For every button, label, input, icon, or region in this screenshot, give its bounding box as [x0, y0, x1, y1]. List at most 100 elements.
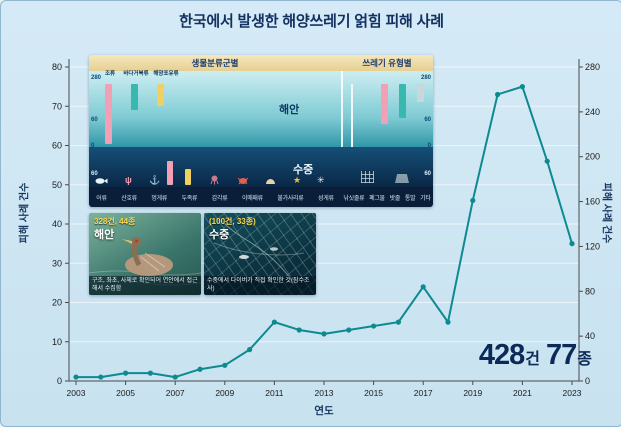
y-axis-tick-label: 80: [52, 62, 62, 72]
bar-trap: [417, 84, 424, 102]
category-band: 어류 산호류 멍게류 두족류 갑각류 이매패류 불가사리류 성게류 낚싯줄류 폐그물 밧줄 통발 기타: [89, 187, 433, 207]
data-point: [172, 374, 178, 380]
y-axis-right-tick-label: 40: [585, 331, 595, 341]
bio-category-label: 두족류: [181, 195, 198, 202]
y-axis-tick-label: 30: [52, 258, 62, 268]
inset-tick: 280: [420, 75, 431, 81]
debris-category-label: 기타: [420, 195, 431, 202]
crab-icon: [237, 177, 249, 185]
data-point: [519, 84, 526, 90]
data-point: [147, 370, 153, 376]
underwater-bar-1: [167, 161, 173, 185]
data-point: [346, 327, 352, 333]
x-axis-tick-label: 2017: [414, 388, 433, 398]
fish-trap-icon: [395, 174, 409, 183]
total-species-value: 77: [546, 339, 577, 371]
x-axis-tick-label: 2013: [315, 388, 334, 398]
x-axis-tick-label: 2007: [166, 388, 185, 398]
y-axis-right-tick-label: 120: [585, 241, 600, 251]
y-axis-tick-label: 20: [52, 298, 62, 308]
bio-category-label: 멍게류: [151, 195, 168, 202]
bar-sea-turtles: [131, 84, 138, 110]
bio-category-label: 어류: [96, 195, 107, 202]
data-point: [247, 347, 253, 353]
x-axis-tick-label: 2005: [116, 388, 135, 398]
top-category-sea-turtles: 바다거북류: [123, 71, 149, 77]
data-point: [420, 284, 426, 290]
y-axis-tick-label: 0: [57, 376, 62, 386]
y-axis-right-tick-label: 160: [585, 197, 600, 207]
inset-tick: 0: [427, 143, 431, 149]
coast-photo-label: 해안: [94, 229, 115, 241]
inset-tick: 0: [91, 143, 95, 149]
bio-category-label: 성게류: [318, 195, 334, 202]
inset-tick: 60: [424, 171, 431, 177]
inset-title-debris-types: 쓰레기 유형별: [362, 58, 412, 68]
octopus-icon: [210, 175, 219, 185]
y-axis-right-tick-label: 240: [585, 107, 600, 117]
coast-label: 해안: [279, 104, 300, 116]
ghost-net-icon: [361, 171, 374, 183]
total-cases-unit: 건: [525, 351, 540, 368]
fishing-line: [351, 84, 353, 168]
debris-category-label: 통발: [404, 195, 416, 202]
data-point: [271, 319, 277, 325]
y-axis-tick-label: 10: [52, 337, 62, 347]
underwater-count: (100건, 33종): [209, 217, 256, 226]
data-point: [73, 374, 79, 380]
debris-category-label: 밧줄: [389, 195, 401, 202]
data-point: [470, 197, 476, 204]
bio-category-label: 산호류: [121, 195, 137, 202]
x-axis-tick-label: 2019: [463, 388, 482, 398]
anchor-icon: ⚓: [149, 175, 161, 185]
y-axis-tick-label: 50: [52, 180, 62, 190]
debris-category-label: 낚싯줄류: [343, 195, 365, 202]
data-point: [569, 241, 575, 247]
x-axis-tick-label: 2015: [364, 388, 383, 398]
coast-count: 328건, 44종: [94, 217, 136, 226]
data-point: [197, 366, 203, 372]
starfish-icon: ★: [293, 175, 302, 185]
total-summary: 428 건 77 종: [479, 339, 598, 372]
top-category-marine-mammals: 해양포유류: [153, 71, 179, 77]
data-point: [321, 331, 327, 337]
section-divider: [341, 71, 343, 187]
data-point: [296, 327, 302, 333]
bar-rope: [399, 84, 406, 118]
bar-marine-mammals: [157, 84, 164, 106]
page-title: 한국에서 발생한 해양쓰레기 얽힘 피해 사례: [179, 13, 444, 30]
y-axis-tick-label: 40: [52, 219, 62, 229]
underwater-label: 수중: [293, 164, 314, 176]
debris-category-label: 폐그물: [369, 195, 385, 202]
beach-band: 생물분류군별 쓰레기 유형별: [89, 55, 433, 71]
data-point: [544, 158, 550, 164]
data-point: [445, 319, 451, 325]
photo-underwater: (100건, 33종) 수중 수중에서 다이버가 직접 확인한 것(잠수조사): [204, 213, 316, 295]
debris-category-labels: 낚싯줄류 폐그물 밧줄 통발 기타: [341, 187, 433, 207]
y-axis-label-right: 피해 사례 건수: [600, 182, 612, 244]
y-axis-tick-label: 70: [52, 101, 62, 111]
y-axis-right-tick-label: 80: [585, 286, 595, 296]
coast-photo-caption: 구조, 좌초, 사체로 확인되어 연안에서 접근해서 수집함: [89, 276, 201, 295]
bio-category-labels: 어류 산호류 멍게류 두족류 갑각류 이매패류 불가사리류 성게류: [89, 187, 341, 207]
bio-category-label: 이매패류: [241, 195, 263, 202]
data-point: [371, 323, 377, 329]
total-species-unit: 종: [577, 351, 592, 368]
y-axis-label-left: 피해 사례 건수: [19, 182, 31, 244]
inset-title-bio-groups: 생물분류군별: [191, 58, 239, 68]
y-axis-right-tick-label: 280: [585, 62, 600, 72]
x-axis-tick-label: 2003: [67, 388, 86, 398]
inset-tick: 60: [424, 117, 431, 123]
x-axis-tick-label: 2023: [563, 388, 582, 398]
underwater-photo-label: 수중: [209, 229, 230, 241]
data-point: [98, 374, 104, 380]
y-axis-tick-label: 60: [52, 141, 62, 151]
fish-icon: [95, 178, 108, 184]
seafloor-zone: 수중 ψ ⚓ ★ ✳: [89, 147, 433, 187]
sea-urchin-icon: ✳: [317, 175, 325, 185]
y-axis-right-tick-label: 200: [585, 152, 600, 162]
inset-infographic: 생물분류군별 쓰레기 유형별 조류 바다거북류 해양포유류 해안 수중: [89, 55, 433, 207]
underwater-bar-2: [185, 169, 191, 185]
bio-category-label: 갑각류: [211, 195, 228, 202]
